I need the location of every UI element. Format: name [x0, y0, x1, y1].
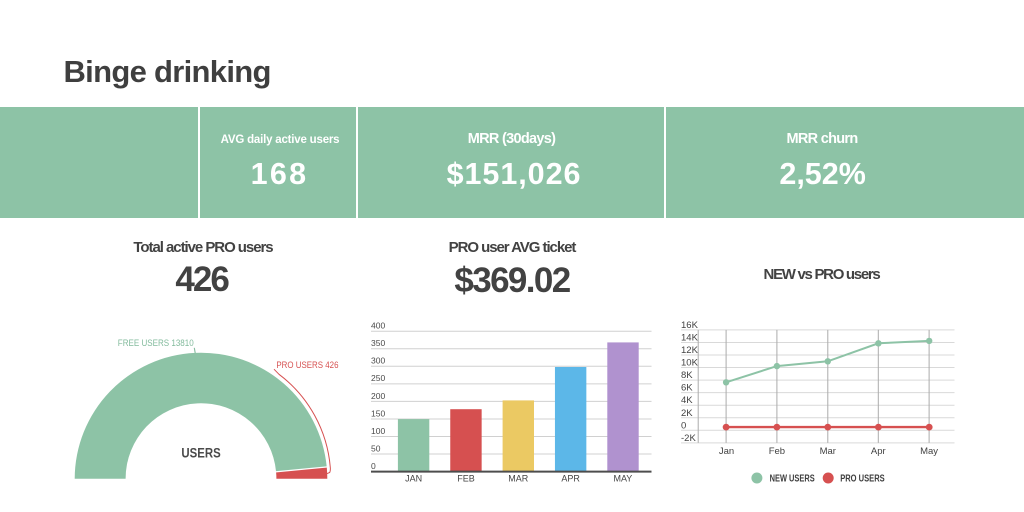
svg-text:4K: 4K — [681, 395, 693, 406]
svg-text:0: 0 — [681, 420, 686, 431]
svg-text:16K: 16K — [681, 320, 699, 331]
svg-text:0: 0 — [371, 461, 376, 471]
svg-text:8K: 8K — [681, 370, 693, 381]
svg-text:100: 100 — [371, 426, 385, 436]
svg-text:USERS: USERS — [181, 445, 220, 460]
svg-text:Jan: Jan — [719, 446, 734, 457]
svg-text:300: 300 — [371, 356, 385, 366]
svg-text:PRO USERS 426: PRO USERS 426 — [276, 360, 338, 370]
svg-text:FEB: FEB — [457, 474, 475, 484]
svg-text:Feb: Feb — [769, 446, 785, 457]
svg-text:12K: 12K — [681, 345, 699, 356]
svg-text:2K: 2K — [681, 408, 693, 419]
svg-text:PRO USERS: PRO USERS — [840, 473, 885, 485]
svg-text:6K: 6K — [681, 383, 693, 394]
svg-text:May: May — [920, 446, 938, 457]
svg-text:350: 350 — [371, 338, 385, 348]
svg-text:MAR: MAR — [508, 474, 529, 484]
svg-text:250: 250 — [371, 373, 385, 383]
svg-text:-2K: -2K — [681, 433, 696, 444]
svg-text:MAY: MAY — [613, 474, 632, 484]
svg-text:150: 150 — [371, 408, 385, 418]
svg-text:Mar: Mar — [820, 446, 836, 457]
svg-text:200: 200 — [371, 391, 385, 401]
svg-text:APR: APR — [561, 474, 580, 484]
svg-text:10K: 10K — [681, 358, 699, 369]
svg-text:JAN: JAN — [405, 474, 422, 484]
svg-text:14K: 14K — [681, 332, 699, 343]
svg-text:FREE USERS 13810: FREE USERS 13810 — [118, 338, 194, 348]
svg-text:400: 400 — [371, 321, 385, 331]
svg-text:Apr: Apr — [871, 446, 886, 457]
svg-text:NEW USERS: NEW USERS — [770, 473, 815, 485]
svg-text:50: 50 — [371, 443, 381, 453]
